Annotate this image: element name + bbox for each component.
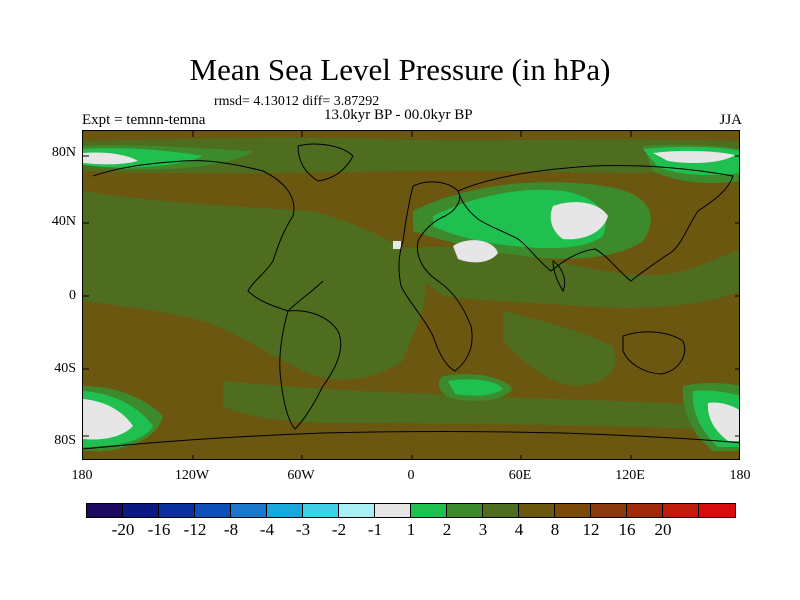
colorbar-cell: [339, 504, 375, 517]
colorbar-label: -16: [147, 520, 171, 539]
colorbar-cell: [663, 504, 699, 517]
colorbar-label: 1: [406, 520, 416, 539]
colorbar-cell: [303, 504, 339, 517]
colorbar-cell: [627, 504, 663, 517]
colorbar-label: -2: [331, 520, 347, 539]
contour-level-4: [83, 137, 739, 431]
colorbar-cell: [267, 504, 303, 517]
stats-text: rmsd= 4.13012 diff= 3.87292: [214, 94, 380, 109]
y-tick-label: 0: [69, 288, 76, 303]
colorbar-label: 16: [618, 520, 636, 539]
colorbar-label: 2: [442, 520, 452, 539]
colorbar-cell: [123, 504, 159, 517]
x-tick-label: 60W: [287, 468, 315, 483]
colorbar-cell: [519, 504, 555, 517]
colorbar-cell: [483, 504, 519, 517]
colorbar-label: -12: [183, 520, 207, 539]
season-text: JJA: [719, 112, 742, 128]
coastlines: [83, 143, 739, 450]
colorbar-cell: [231, 504, 267, 517]
axis-ticks: [83, 131, 739, 459]
x-tick-label: 120W: [174, 468, 210, 483]
colorbar-label: 12: [582, 520, 600, 539]
colorbar-cell: [411, 504, 447, 517]
colorbar-label: 20: [654, 520, 672, 539]
x-tick-label: 0: [407, 468, 415, 483]
colorbar-label: 4: [514, 520, 524, 539]
x-tick-label: 180: [729, 468, 751, 483]
plot-title: Mean Sea Level Pressure (in hPa): [189, 52, 611, 87]
experiment-text: Expt = temnn-temna: [82, 112, 206, 128]
y-tick-label: 40S: [54, 361, 76, 376]
colorbar: [86, 503, 736, 518]
x-tick-label: 120E: [615, 468, 645, 483]
map-canvas: [83, 131, 739, 459]
colorbar-cell: [699, 504, 735, 517]
colorbar-cell: [447, 504, 483, 517]
y-tick-label: 80S: [54, 433, 76, 448]
colorbar-label: -3: [295, 520, 311, 539]
map-panel: [82, 130, 740, 460]
colorbar-cell: [87, 504, 123, 517]
colorbar-cell: [195, 504, 231, 517]
colorbar-label: -8: [223, 520, 239, 539]
colorbar-label: 3: [478, 520, 488, 539]
colorbar-cell: [159, 504, 195, 517]
colorbar-cell: [375, 504, 411, 517]
colorbar-label: -4: [259, 520, 275, 539]
x-tick-label: 60E: [508, 468, 532, 483]
y-tick-label: 40N: [51, 214, 76, 229]
colorbar-label: 8: [550, 520, 560, 539]
contour-level-1: [83, 150, 739, 441]
colorbar-label: -1: [367, 520, 383, 539]
x-tick-label: 180: [71, 468, 93, 483]
period-text: 13.0kyr BP - 00.0kyr BP: [324, 107, 473, 123]
colorbar-label: -20: [111, 520, 135, 539]
y-tick-label: 80N: [51, 145, 76, 160]
colorbar-cell: [555, 504, 591, 517]
colorbar-cell: [591, 504, 627, 517]
